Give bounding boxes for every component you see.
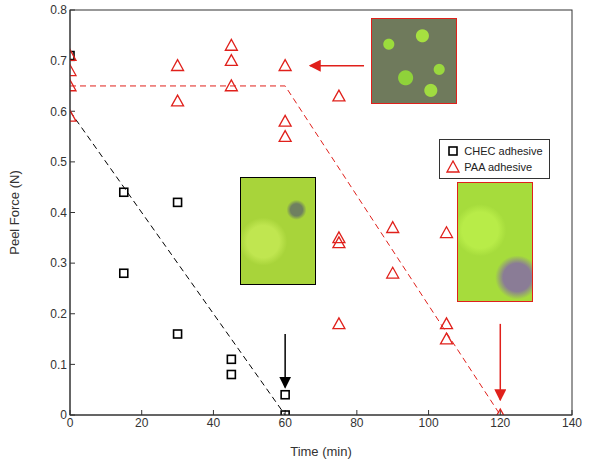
svg-text:0.2: 0.2: [50, 307, 67, 321]
html-text:CHEC adhesive: CHEC adhesive: [464, 145, 543, 158]
svg-text:80: 80: [350, 416, 364, 430]
svg-text:0.3: 0.3: [50, 256, 67, 270]
svg-text:60: 60: [278, 416, 292, 430]
svg-text:0.6: 0.6: [50, 105, 67, 119]
svg-text:140: 140: [562, 416, 582, 430]
svg-text:0: 0: [67, 416, 74, 430]
svg-text:0.8: 0.8: [50, 3, 67, 17]
svg-text:0.1: 0.1: [50, 358, 67, 372]
svg-text:Time (min): Time (min): [290, 444, 352, 459]
svg-text:Peel Force (N): Peel Force (N): [7, 170, 22, 255]
svg-text:0: 0: [60, 408, 67, 422]
svg-text:0.4: 0.4: [50, 206, 67, 220]
svg-text:100: 100: [419, 416, 439, 430]
svg-text:20: 20: [135, 416, 149, 430]
svg-text:40: 40: [207, 416, 221, 430]
svg-text:0.5: 0.5: [50, 155, 67, 169]
html-text:PAA adhesive: PAA adhesive: [464, 161, 532, 174]
svg-text:120: 120: [490, 416, 510, 430]
svg-text:0.7: 0.7: [50, 54, 67, 68]
